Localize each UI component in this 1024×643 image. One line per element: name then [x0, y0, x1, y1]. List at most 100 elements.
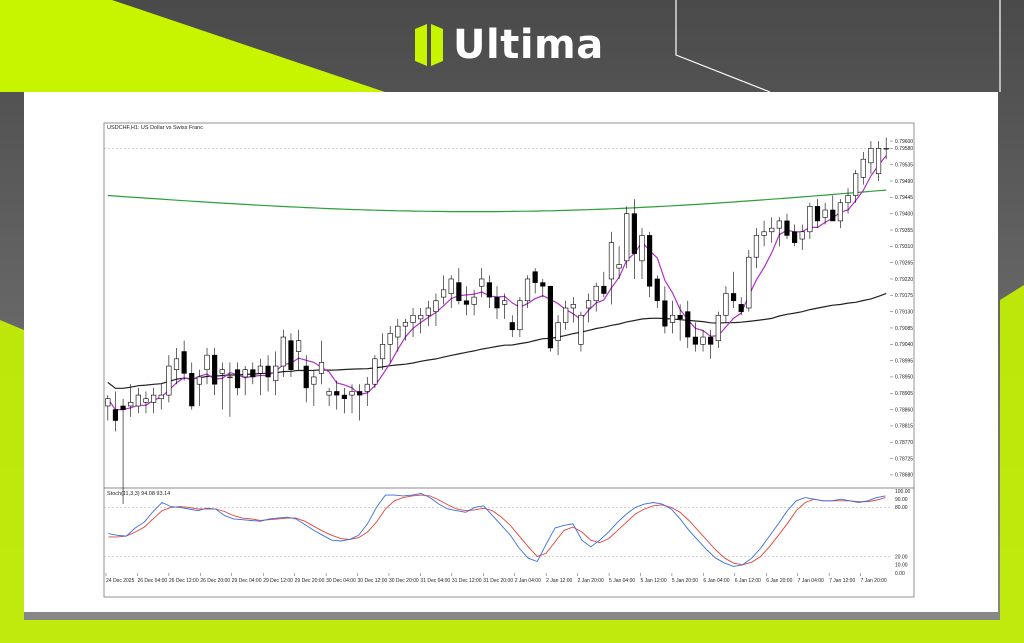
stochastic-lines — [108, 493, 886, 567]
time-tick-label: 30 Dec 04:00 — [326, 578, 356, 584]
candle — [563, 300, 569, 330]
candle — [471, 289, 477, 316]
candle-body-bull — [440, 289, 447, 298]
candle — [692, 322, 698, 352]
time-axis: 24 Dec 2025 26 Dec 04:00 26 Dec 12:00 26 De… — [105, 573, 887, 584]
time-tick-label: 5 Jan 12:00 — [640, 578, 666, 584]
candle — [204, 347, 210, 385]
candle-body-bull — [173, 358, 180, 370]
candle — [135, 387, 141, 414]
candle — [189, 362, 195, 410]
price-tick-label: 0.79490 — [895, 179, 913, 185]
candle — [219, 362, 225, 410]
candle-body-bull — [746, 256, 752, 309]
candle-body-bull — [326, 391, 332, 396]
candle — [578, 311, 584, 352]
candle-body-bull — [769, 227, 775, 233]
candle — [288, 333, 294, 377]
candle — [799, 224, 805, 250]
stoch-main-line — [108, 493, 886, 567]
candle-body-bear — [792, 231, 798, 243]
candle-body-bear — [631, 213, 637, 254]
candle — [410, 308, 416, 338]
price-tick-label: 0.78815 — [895, 424, 913, 430]
price-tick-label: 0.79580 — [895, 146, 913, 152]
candle — [395, 318, 401, 352]
time-tick-label: 2 Jan 20:00 — [578, 578, 604, 584]
candle — [387, 326, 393, 363]
candle — [822, 202, 828, 225]
time-tick-label: 5 Jan 20:00 — [672, 578, 698, 584]
candle — [769, 217, 775, 243]
time-tick-label: 29 Dec 12:00 — [263, 578, 293, 584]
candle — [677, 304, 683, 341]
candle-body-bull — [570, 304, 576, 309]
candle-body-bear — [692, 336, 698, 345]
candle — [517, 297, 523, 338]
candle — [624, 206, 630, 269]
candle — [234, 362, 241, 396]
candle-body-bull — [517, 300, 523, 331]
candle — [257, 358, 264, 396]
candle-body-bear — [357, 391, 363, 396]
candle — [814, 199, 821, 229]
candle — [601, 271, 607, 298]
time-tick-label: 29 Dec 04:00 — [232, 578, 262, 584]
candle — [341, 387, 347, 414]
time-tick-label: 7 Jan 12:00 — [829, 578, 855, 584]
candle — [631, 199, 637, 279]
candle — [143, 391, 149, 414]
candle — [723, 286, 729, 323]
candle-body-bull — [379, 343, 386, 360]
candle — [311, 369, 317, 406]
candle-body-bear — [112, 409, 119, 421]
stoch-signal-line — [108, 494, 886, 566]
candle-body-bull — [669, 314, 676, 323]
price-tick-label: 0.79220 — [895, 277, 913, 283]
brand-logo: Ultima — [415, 20, 604, 70]
candle-body-bear — [303, 365, 309, 389]
brand-name: Ultima — [453, 22, 604, 68]
candle — [524, 275, 531, 308]
candle-body-bear — [677, 314, 683, 320]
candle-body-bull — [433, 300, 439, 312]
candle-body-bull — [853, 173, 859, 196]
candle-body-bull — [410, 314, 416, 323]
candle-body-bear — [250, 369, 256, 378]
candle — [730, 271, 737, 308]
candle — [700, 329, 706, 352]
candle — [357, 384, 363, 421]
candle-body-bull — [372, 358, 378, 385]
candle — [570, 297, 576, 323]
candle — [845, 188, 851, 214]
candle-body-bull — [875, 148, 882, 175]
candle-body-bear — [456, 282, 462, 302]
stoch-axis: 100.00 90.00 80.00 20.00 10.00 0.00 — [104, 489, 911, 577]
price-tick-label: 0.79130 — [895, 309, 913, 315]
candle-body-bear — [509, 322, 515, 331]
candle — [685, 300, 691, 348]
time-tick-label: 26 Dec 20:00 — [200, 578, 230, 584]
time-tick-label: 7 Jan 04:00 — [798, 578, 824, 584]
candle-body-bull — [318, 362, 325, 374]
candle-body-bear — [784, 220, 790, 236]
time-tick-label: 2 Jan 04:00 — [515, 578, 541, 584]
candle — [440, 275, 447, 305]
time-tick-label: 26 Dec 12:00 — [169, 578, 199, 584]
price-tick-label: 0.78725 — [895, 456, 913, 462]
candle-body-bull — [280, 336, 286, 367]
candle — [647, 231, 653, 298]
candle-body-bear — [654, 278, 660, 302]
time-tick-label: 29 Dec 20:00 — [295, 578, 325, 584]
candle — [303, 355, 309, 403]
candle — [418, 308, 424, 334]
candle-body-bull — [151, 394, 157, 403]
candle — [738, 297, 744, 316]
candle — [128, 384, 134, 417]
candle — [433, 293, 439, 327]
candle-body-bull — [242, 369, 248, 378]
candle-body-bull — [608, 242, 615, 280]
candle-body-bull — [624, 213, 630, 262]
